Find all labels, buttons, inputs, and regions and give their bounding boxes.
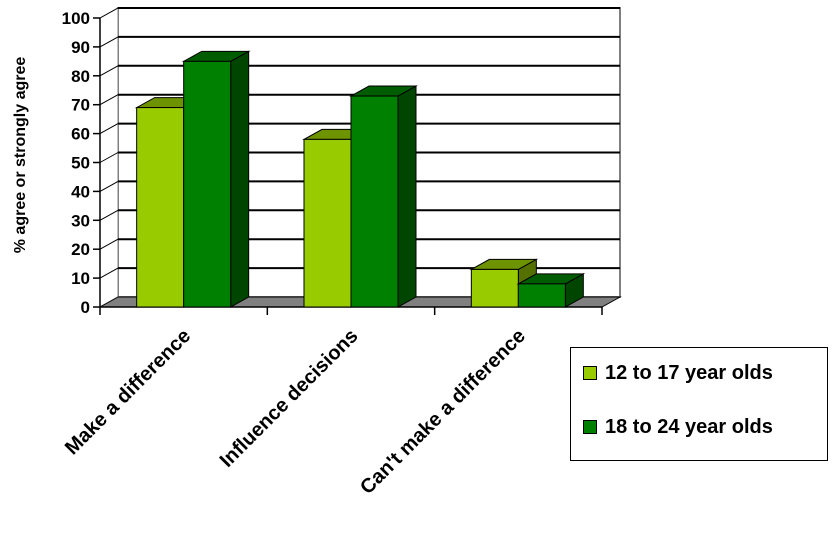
legend-item-series-2: 18 to 24 year olds [583, 415, 773, 439]
y-tick-label: 80 [71, 67, 90, 86]
bar-3-2 [517, 283, 566, 308]
gridline-side [99, 7, 119, 19]
bar-side-2-2 [397, 85, 417, 308]
y-tick-label: 60 [71, 125, 90, 144]
y-tick-label: 40 [71, 182, 90, 201]
x-tick-label-1: Make a difference [61, 325, 195, 459]
y-tick-label: 100 [62, 9, 90, 28]
bar-1-1 [136, 107, 185, 308]
y-tick-label: 0 [81, 298, 90, 317]
gridline-side [99, 238, 119, 250]
gridline-side [99, 152, 119, 163]
gridline-side [99, 209, 119, 221]
legend: 12 to 17 year olds 18 to 24 year olds [570, 347, 828, 461]
y-tick-label: 50 [71, 154, 90, 173]
legend-label-series-2: 18 to 24 year olds [605, 415, 773, 438]
y-tick-label: 10 [71, 269, 90, 288]
legend-label-series-1: 12 to 17 year olds [605, 361, 773, 384]
gridline-side [99, 180, 119, 192]
legend-swatch-series-2 [583, 420, 597, 434]
legend-swatch-series-1 [583, 366, 597, 380]
bar-3-1 [470, 268, 519, 308]
gridline-side [99, 65, 119, 77]
y-tick-label: 70 [71, 96, 90, 115]
bar-1-2 [183, 60, 232, 308]
gridline-side [99, 36, 119, 48]
y-axis-title: % agree or strongly agree [12, 57, 29, 254]
y-tick-label: 20 [71, 240, 90, 259]
y-tick-label: 30 [71, 211, 90, 230]
x-tick-label-2: Influence decisions [216, 325, 363, 472]
bar-2-2 [350, 95, 399, 308]
legend-item-series-1: 12 to 17 year olds [583, 361, 773, 385]
bar-2-1 [303, 138, 352, 308]
gridline-side [99, 94, 119, 106]
y-tick-label: 90 [71, 38, 90, 57]
x-tick-label-3: Can't make a difference [356, 325, 530, 499]
bar-side-1-2 [230, 50, 250, 308]
gridline-side [99, 123, 119, 135]
gridline-side [99, 267, 119, 279]
